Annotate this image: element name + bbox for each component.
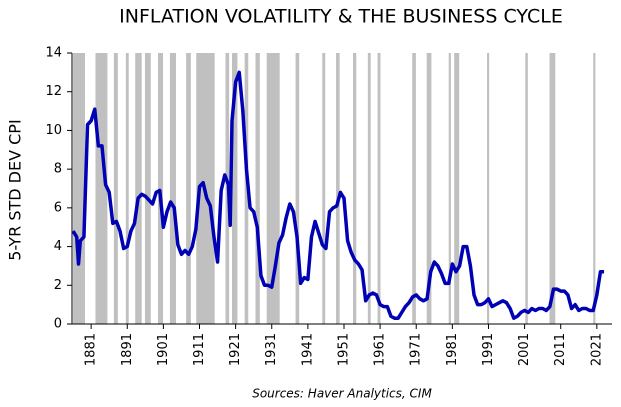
recession-band — [454, 53, 460, 324]
recession-band — [186, 53, 191, 324]
recession-band — [322, 53, 326, 324]
x-tick-label: 1981 — [445, 333, 460, 366]
recession-band — [295, 53, 300, 324]
x-tick-label: 1991 — [481, 333, 496, 366]
recession-band — [73, 53, 86, 324]
recession-band — [244, 53, 249, 324]
recession-band — [353, 53, 357, 324]
recession-band — [144, 53, 151, 324]
recession-band — [135, 53, 142, 324]
y-tick-label: 2 — [54, 278, 62, 293]
y-tick-label: 0 — [54, 317, 62, 332]
recession-band — [232, 53, 238, 324]
x-tick-label: 2011 — [553, 333, 568, 366]
recession-band — [169, 53, 177, 324]
recession-band — [336, 53, 340, 324]
x-tick-label: 1961 — [373, 333, 388, 366]
x-tick-label: 1921 — [228, 333, 243, 366]
x-tick-label: 1881 — [84, 333, 99, 366]
y-tick-label: 4 — [54, 239, 62, 254]
x-tick-label: 2001 — [517, 333, 532, 366]
y-tick-label: 14 — [45, 46, 62, 61]
x-tick-label: 1901 — [156, 333, 171, 366]
x-tick-label: 1971 — [409, 333, 424, 366]
y-tick-label: 8 — [54, 162, 62, 177]
x-tick-label: 1941 — [300, 333, 315, 366]
recession-band — [157, 53, 164, 324]
y-tick-label: 12 — [45, 84, 62, 99]
recession-band — [113, 53, 118, 324]
recession-band — [426, 53, 432, 324]
data-line — [71, 70, 605, 320]
recession-band — [95, 53, 108, 324]
x-tick-label: 1891 — [120, 333, 135, 366]
y-axis-label: 5-YR STD DEV CPI — [6, 119, 25, 260]
y-tick-label: 10 — [45, 123, 62, 138]
recession-band — [377, 53, 381, 324]
recession-band — [549, 53, 556, 324]
x-tick-label: 2021 — [589, 333, 604, 366]
source-note: Sources: Haver Analytics, CIM — [252, 387, 432, 401]
recession-band — [125, 53, 129, 324]
x-tick-label: 1931 — [264, 333, 279, 366]
recession-band — [412, 53, 416, 324]
chart-title: INFLATION VOLATILITY & THE BUSINESS CYCL… — [119, 6, 563, 28]
y-tick-label: 6 — [54, 200, 62, 215]
recession-band — [487, 53, 490, 324]
x-tick-label: 1911 — [192, 333, 207, 366]
recession-band — [367, 53, 371, 324]
x-tick-label: 1951 — [336, 333, 351, 366]
recession-band — [593, 53, 596, 324]
recession-band — [525, 53, 528, 324]
recession-band — [255, 53, 260, 324]
recession-band — [448, 53, 451, 324]
